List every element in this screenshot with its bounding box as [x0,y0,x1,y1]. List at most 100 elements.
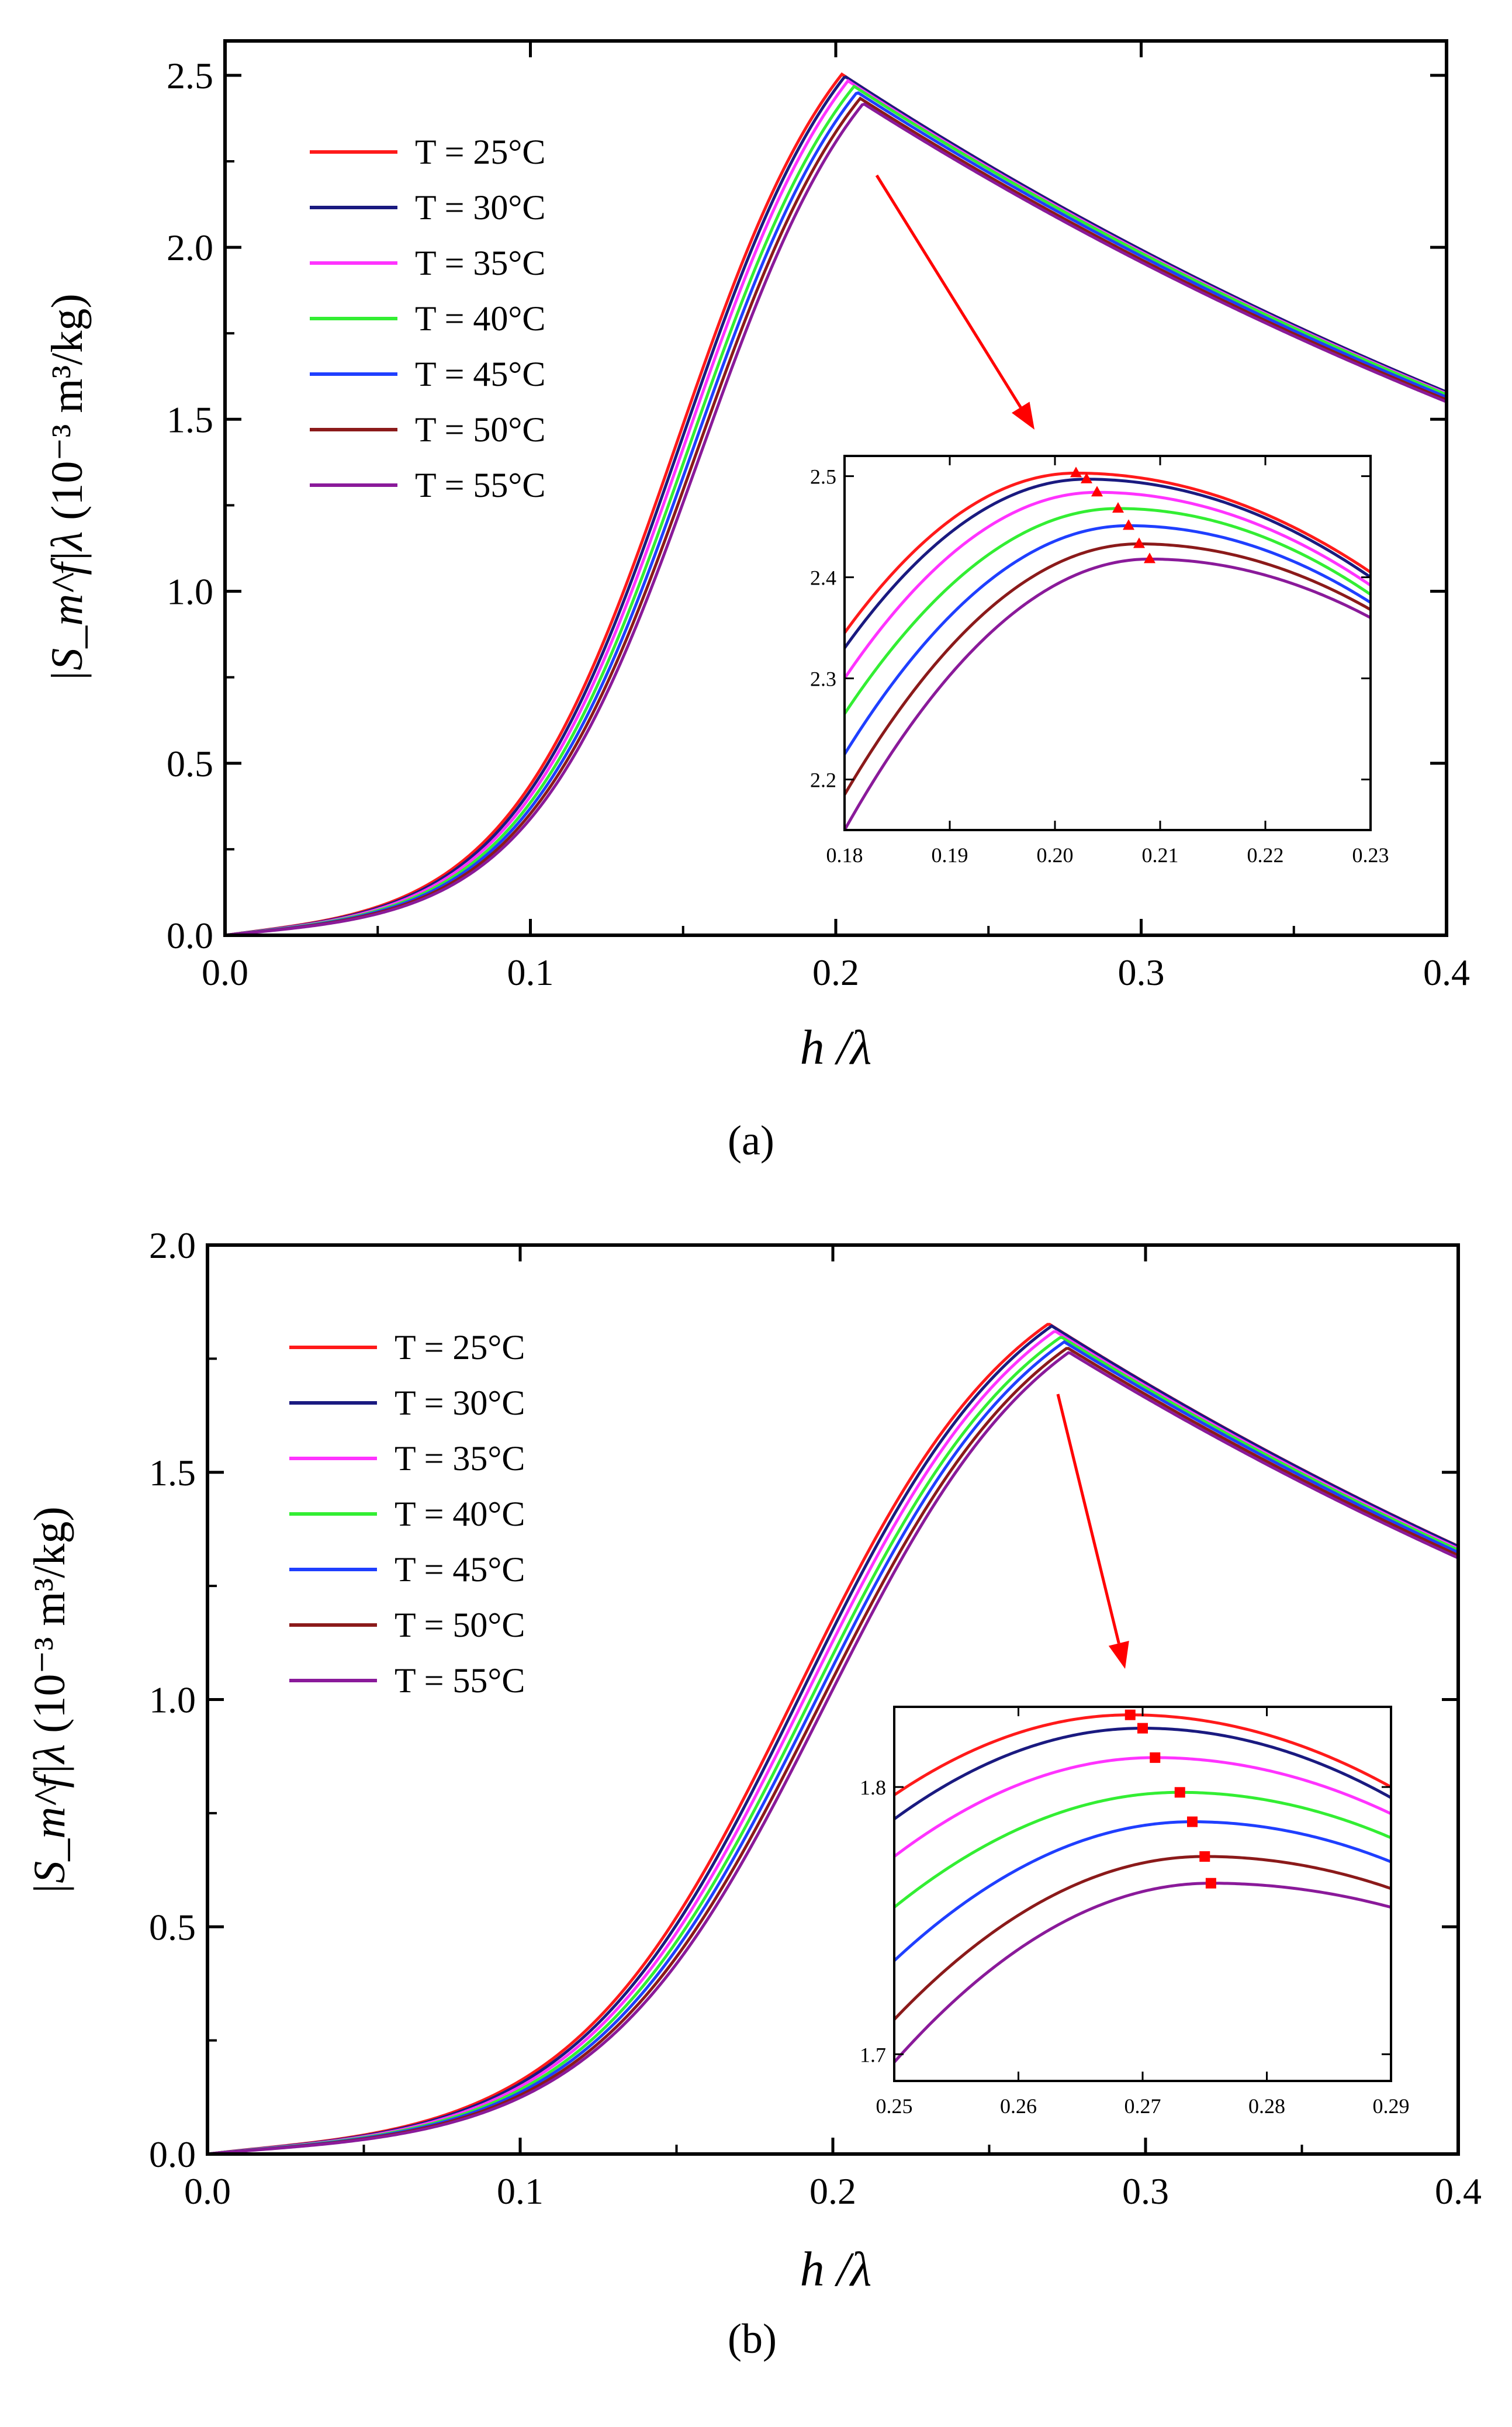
inset-series-line-6 [845,542,1371,796]
peak-marker-3 [1091,486,1103,497]
y-axis-label: |S_m^f|λ (10⁻³ m³/kg) [25,1506,74,1895]
inset-series-line-7 [894,1882,1391,2063]
y-axis-label: |S_m^f|λ (10⁻³ m³/kg) [43,293,92,682]
legend-label-2: T = 30°C [415,188,545,227]
inset-chart: 0.25 0.26 0.27 0.28 0.29 1.7 1.8 [860,1706,1410,2118]
y-tick-label: 1.5 [167,399,213,440]
legend-label-5: T = 45°C [415,355,545,393]
legend-label-7: T = 55°C [395,1661,525,1700]
x-tick-label: 0.4 [1423,952,1470,993]
x-tick-label: 0.1 [507,952,554,993]
zoom-arrow [1056,1394,1120,1644]
peak-marker-1 [1125,1709,1136,1720]
chart-panel-a: 0.0 0.1 0.2 0.3 0.4 0.0 0.5 1.0 1.5 2.0 2.5 h /λ |S_… [43,39,1470,1075]
series-group [225,72,1447,935]
inset-series-line-5 [845,524,1371,755]
inset-x-tick-label: 0.27 [1125,2094,1161,2118]
x-tick-label: 0.2 [809,2170,856,2212]
peak-marker-2 [1081,472,1092,483]
inset-x-tick-label: 0.21 [1142,843,1179,867]
peak-marker-6 [1133,537,1145,548]
inset-series-line-7 [845,557,1371,830]
peak-marker-7 [1205,1878,1216,1889]
chart-panel-b: 0.0 0.1 0.2 0.3 0.4 0.0 0.5 1.0 1.5 2.0 h /λ |S_m^f… [25,1225,1482,2297]
series-line-4 [225,84,1447,935]
inset-x-tick-label: 0.22 [1247,843,1284,867]
x-axis-label: h /λ [800,2242,872,2297]
x-tick-label: 0.0 [184,2170,231,2212]
x-tick-label: 0.2 [812,952,859,993]
y-tick-label: 1.0 [149,1679,196,1721]
legend-label-6: T = 50°C [415,410,545,449]
y-tick-label: 0.0 [167,915,213,956]
x-tick-label: 0.4 [1435,2170,1482,2212]
x-tick-label: 0.1 [497,2170,544,2212]
zoom-arrow-head [1011,402,1034,430]
x-tick-label: 0.3 [1122,2170,1169,2212]
inset-series-line-3 [845,490,1371,679]
inset-y-tick-label: 2.2 [810,769,836,792]
y-tick-label: 2.0 [167,227,213,268]
inset-y-tick-label: 2.5 [810,465,836,489]
inset-series-line-4 [894,1790,1391,1909]
inset-y-tick-label: 2.4 [810,566,836,590]
y-tick-label: 0.5 [167,743,213,784]
series-line-6 [225,96,1447,935]
legend-label-4: T = 40°C [415,299,545,338]
inset-chart: 0.18 0.19 0.20 0.21 0.22 0.23 2.2 2.3 2.4 2.5 [810,455,1389,867]
inset-series-line-5 [894,1820,1391,1962]
inset-series-group [845,471,1371,830]
y-tick-label: 2.5 [167,55,213,96]
peak-marker-2 [1137,1723,1148,1734]
y-axis-label-text: |S_m^f|λ (10⁻³ m³/kg) [25,1506,74,1895]
panel-label-a: (a) [728,1117,774,1164]
y-tick-label: 0.5 [149,1906,196,1948]
legend-label-5: T = 45°C [395,1550,525,1589]
inset-series-line-4 [845,507,1371,715]
y-tick-label: 1.5 [149,1452,196,1493]
peak-marker-7 [1144,552,1155,563]
inset-x-tick-label: 0.29 [1373,2094,1410,2118]
inset-series-line-3 [894,1756,1391,1858]
series-line-2 [225,75,1447,935]
legend-label-4: T = 40°C [395,1495,525,1533]
legend-label-6: T = 50°C [395,1606,525,1644]
legend-label-3: T = 35°C [415,244,545,282]
inset-x-tick-label: 0.28 [1248,2094,1285,2118]
peak-marker-5 [1187,1816,1198,1827]
peak-marker-5 [1123,519,1134,530]
peak-marker-1 [1070,466,1082,478]
inset-series-line-2 [845,478,1371,649]
peak-marker-4 [1174,1787,1185,1798]
inset-y-tick-label: 1.8 [860,1776,886,1799]
series-line-7 [225,102,1447,935]
inset-x-tick-label: 0.23 [1352,843,1389,867]
inset-y-tick-label: 2.3 [810,668,836,691]
x-tick-label: 0.3 [1118,952,1165,993]
y-axis-label-text: |S_m^f|λ (10⁻³ m³/kg) [43,293,92,682]
y-tick-label: 0.0 [149,2134,196,2175]
inset-series-line-1 [845,471,1371,634]
x-axis-label: h /λ [800,1021,872,1075]
zoom-arrow [875,174,1022,409]
inset-series-line-6 [894,1855,1391,2021]
series-line-7 [207,1351,1458,2154]
inset-frame [843,455,1372,831]
x-tick-label: 0.0 [202,952,248,993]
legend-label-7: T = 55°C [415,466,545,504]
legend-label-1: T = 25°C [395,1328,525,1367]
panel-label-b: (b) [728,2315,777,2362]
inset-x-tick-label: 0.25 [876,2094,913,2118]
inset-x-tick-label: 0.20 [1037,843,1074,867]
inset-x-tick-label: 0.19 [932,843,968,867]
inset-x-tick-label: 0.18 [826,843,863,867]
legend-label-3: T = 35°C [395,1439,525,1478]
series-group [207,1323,1458,2154]
y-tick-label: 2.0 [149,1225,196,1266]
series-line-5 [225,91,1447,935]
peak-marker-3 [1150,1752,1161,1763]
inset-y-tick-label: 1.7 [860,2043,886,2066]
inset-x-tick-label: 0.26 [1000,2094,1037,2118]
peak-marker-6 [1199,1851,1210,1862]
